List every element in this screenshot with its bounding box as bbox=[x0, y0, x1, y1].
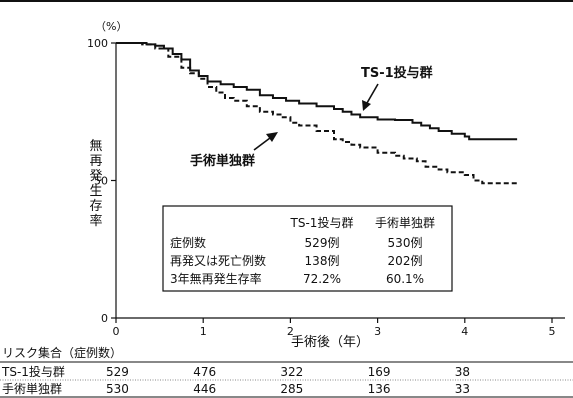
annotation-surgery: 手術単独群 bbox=[190, 153, 255, 169]
risk-value: 169 bbox=[368, 365, 391, 379]
survival-curves bbox=[116, 42, 518, 185]
risk-value: 38 bbox=[455, 365, 470, 379]
y-tick-label: 0 bbox=[101, 312, 108, 325]
x-tick-label: 4 bbox=[461, 325, 468, 338]
y-tick-label: 100 bbox=[87, 37, 108, 50]
y-unit-label: （%） bbox=[95, 20, 127, 33]
inset-row-label: 3年無再発生存率 bbox=[170, 271, 262, 286]
x-tick-label: 1 bbox=[200, 325, 207, 338]
inset-cell: 202例 bbox=[388, 254, 423, 268]
inset-cell: 72.2% bbox=[303, 272, 341, 286]
inset-table-box bbox=[162, 205, 453, 292]
y-axis-title: 無再発生存率 bbox=[89, 139, 102, 229]
inset-table: TS-1投与群 手術単独群 症例数 529例 530例 再発又は死亡例数 138… bbox=[170, 215, 435, 286]
curve-surgery-dashed bbox=[116, 42, 518, 185]
risk-value: 33 bbox=[455, 382, 470, 396]
risk-table-title: リスク集合（症例数） bbox=[2, 345, 122, 360]
risk-value: 476 bbox=[193, 365, 216, 379]
x-tick-label: 2 bbox=[287, 325, 294, 338]
curve-ts1-solid bbox=[116, 42, 518, 141]
inset-cell: 530例 bbox=[388, 236, 423, 250]
inset-row-label: 再発又は死亡例数 bbox=[170, 253, 266, 268]
inset-cell: 529例 bbox=[305, 236, 340, 250]
risk-row-label: 手術単独群 bbox=[2, 382, 62, 396]
risk-value: 136 bbox=[368, 382, 391, 396]
risk-value: 322 bbox=[280, 365, 303, 379]
annotation-ts1: TS-1投与群 bbox=[361, 65, 433, 81]
inset-row-label: 症例数 bbox=[170, 235, 206, 250]
x-tick-label: 5 bbox=[549, 325, 556, 338]
annotation-surgery-arrow bbox=[253, 137, 271, 151]
annotation-ts1-arrow bbox=[366, 83, 379, 104]
inset-header-surgery: 手術単独群 bbox=[375, 216, 435, 230]
x-tick-label: 3 bbox=[374, 325, 381, 338]
risk-values: 529 476 322 169 38 530 446 285 136 33 bbox=[106, 365, 470, 396]
annotation-ts1-arrowhead bbox=[362, 100, 371, 111]
inset-cell: 138例 bbox=[305, 254, 340, 268]
risk-value: 530 bbox=[106, 382, 129, 396]
risk-value: 446 bbox=[193, 382, 216, 396]
x-axis-title: 手術後（年） bbox=[291, 335, 369, 350]
top-rule bbox=[0, 0, 573, 2]
risk-value: 285 bbox=[280, 382, 303, 396]
risk-row-label: TS-1投与群 bbox=[1, 364, 65, 379]
annotation-surgery-arrowhead bbox=[266, 132, 278, 142]
risk-value: 529 bbox=[106, 365, 129, 379]
inset-cell: 60.1% bbox=[386, 272, 424, 286]
x-tick-label: 0 bbox=[113, 325, 120, 338]
inset-header-ts1: TS-1投与群 bbox=[290, 215, 354, 230]
y-tick-label: 50 bbox=[94, 175, 108, 188]
